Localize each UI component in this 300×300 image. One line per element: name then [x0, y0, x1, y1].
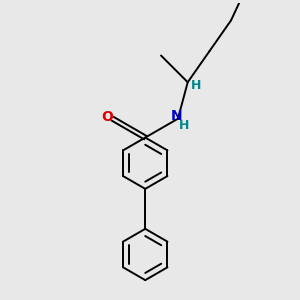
Text: N: N — [171, 109, 183, 123]
Text: H: H — [178, 119, 189, 132]
Text: H: H — [191, 79, 202, 92]
Text: O: O — [101, 110, 113, 124]
